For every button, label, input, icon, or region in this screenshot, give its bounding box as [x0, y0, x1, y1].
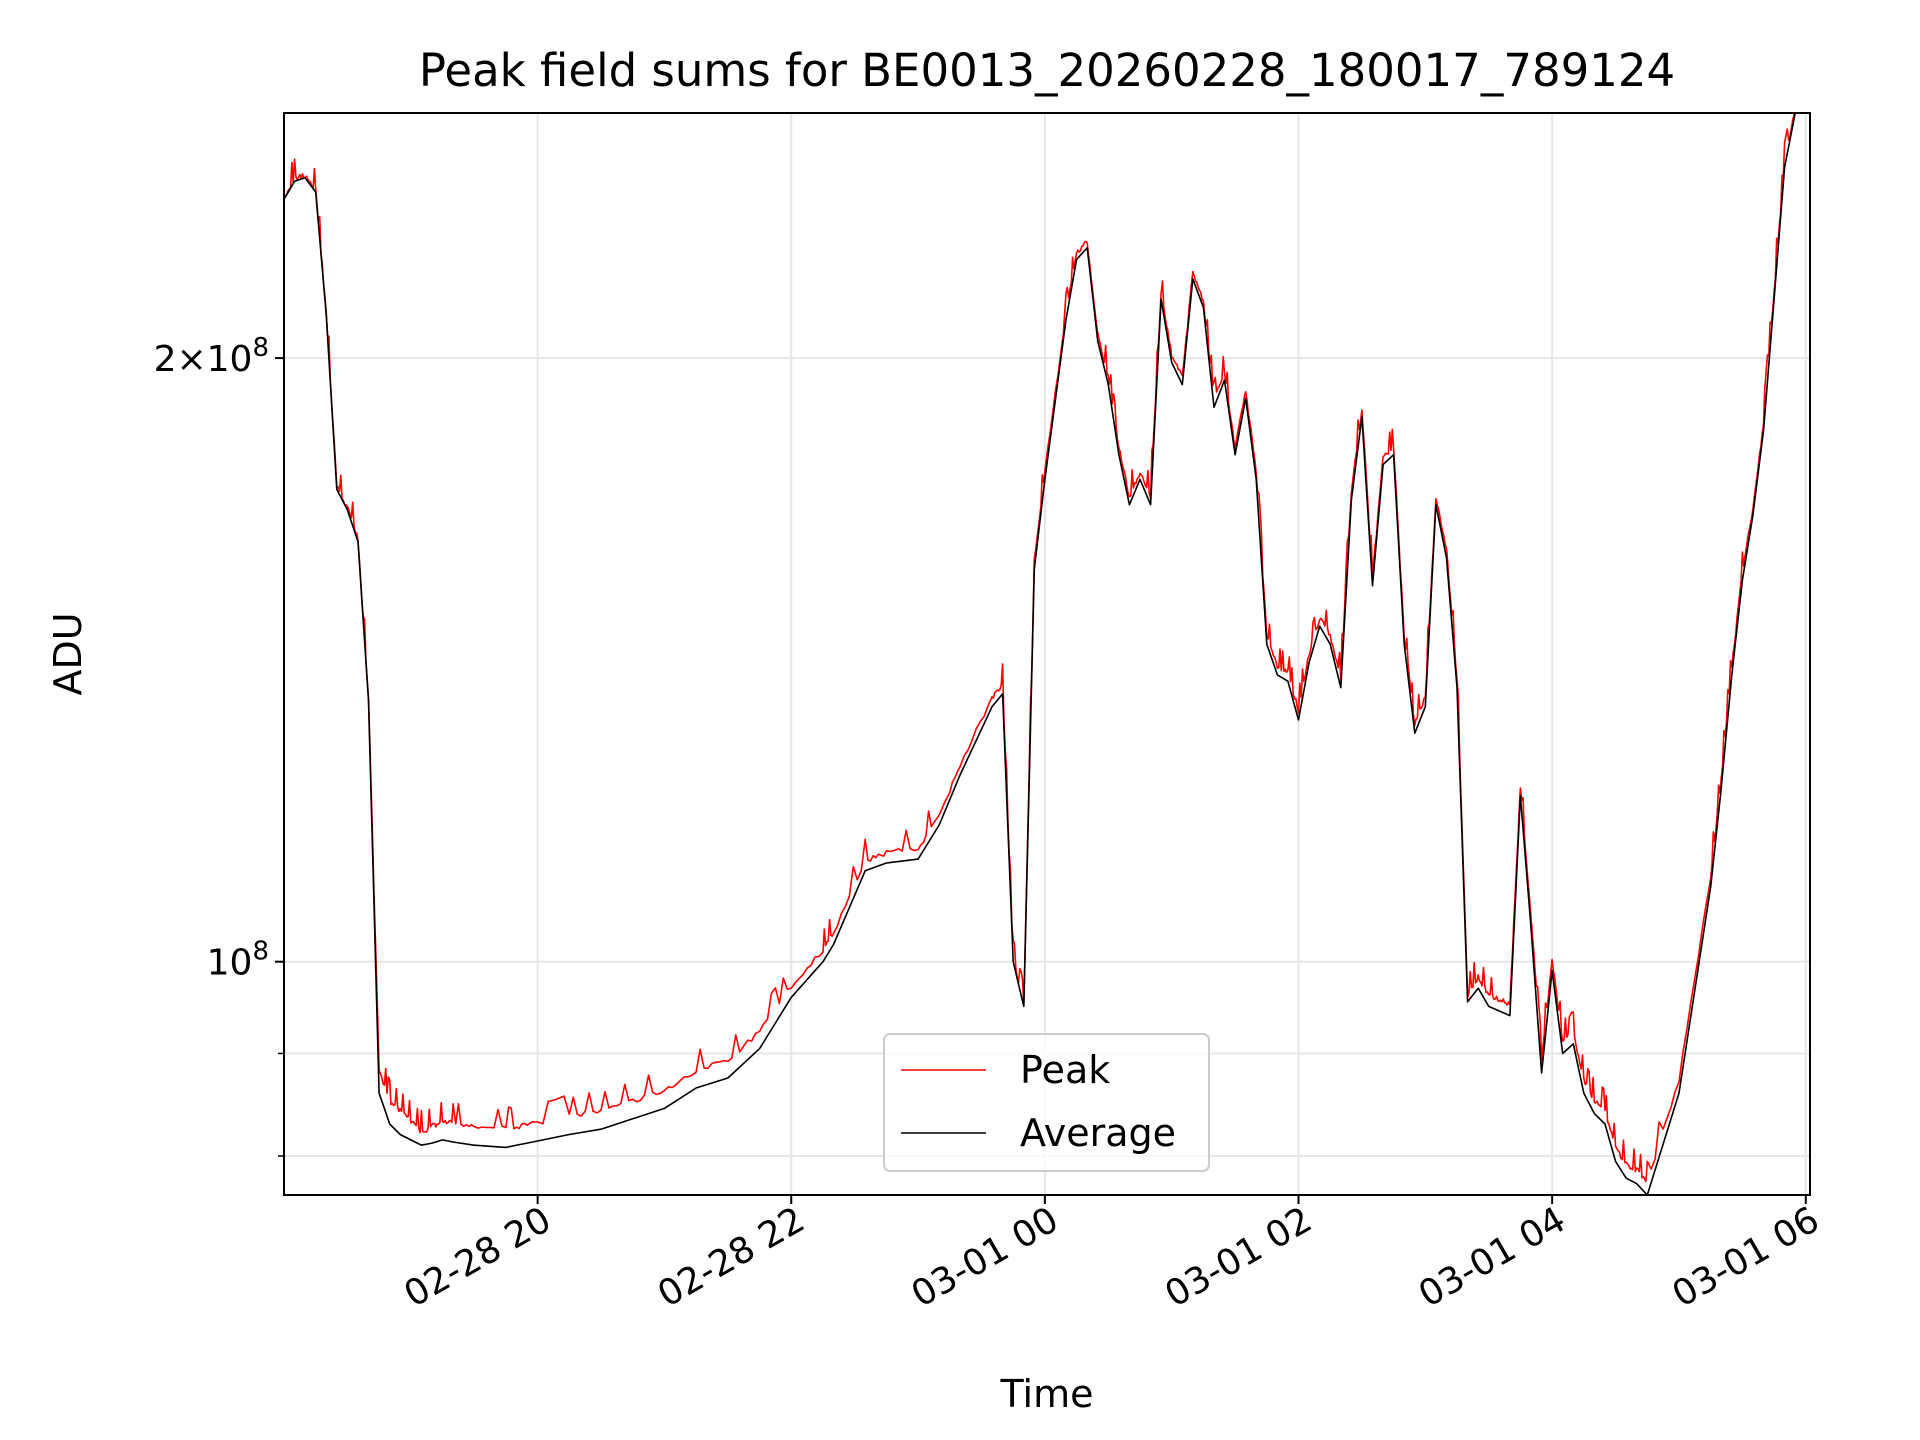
chart-title: Peak field sums for BE0013_20260228_1800…	[419, 44, 1675, 97]
y-axis-label: ADU	[46, 612, 90, 695]
legend-box	[883, 1033, 1210, 1172]
series-layer	[284, 113, 1806, 1195]
y-tick-base: 2×10	[154, 339, 253, 380]
y-tick-label: 2×108	[154, 333, 269, 380]
legend-peak-label: Peak	[1020, 1048, 1110, 1092]
y-tick-label: 108	[207, 937, 269, 984]
plot-frame	[283, 112, 1811, 1196]
y-tick-exponent: 8	[252, 333, 269, 363]
y-tick-exponent: 8	[252, 937, 269, 967]
series-average-line	[284, 113, 1806, 1195]
y-tick-base: 10	[207, 943, 253, 984]
legend-average-label: Average	[1020, 1111, 1176, 1155]
series-peak-line	[284, 113, 1806, 1183]
x-axis-label: Time	[1000, 1372, 1094, 1416]
legend: Peak Average	[883, 1033, 1210, 1172]
